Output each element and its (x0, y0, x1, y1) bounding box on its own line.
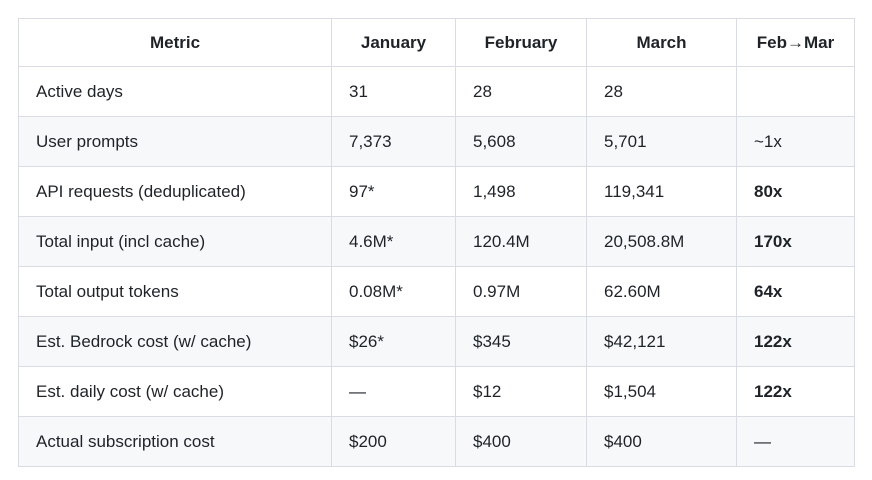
value-cell: 28 (586, 66, 737, 117)
value-cell: 122x (736, 366, 855, 417)
value-cell: 62.60M (586, 266, 737, 317)
value-cell: 80x (736, 166, 855, 217)
value-cell: 5,701 (586, 116, 737, 167)
header-row: Metric January February March Feb→Mar (18, 18, 855, 67)
metric-cell: Active days (18, 66, 332, 117)
value-cell: $400 (455, 416, 587, 467)
value-cell: $1,504 (586, 366, 737, 417)
table-row: User prompts 7,373 5,608 5,701 ~1x (18, 116, 855, 167)
value-cell: $345 (455, 316, 587, 367)
metric-cell: User prompts (18, 116, 332, 167)
metrics-table-container: Metric January February March Feb→Mar Ac… (18, 18, 855, 467)
value-cell: 170x (736, 216, 855, 267)
value-cell: 20,508.8M (586, 216, 737, 267)
table-row: Total input (incl cache) 4.6M* 120.4M 20,50… (18, 216, 855, 267)
value-cell: ~1x (736, 116, 855, 167)
table-header: Metric January February March Feb→Mar (18, 18, 855, 67)
table-row: Est. daily cost (w/ cache) — $12 $1,504 122x (18, 366, 855, 417)
value-cell: 31 (331, 66, 456, 117)
column-header-january: January (331, 18, 456, 67)
metric-cell: Est. Bedrock cost (w/ cache) (18, 316, 332, 367)
table-row: API requests (deduplicated) 97* 1,498 119,3… (18, 166, 855, 217)
column-header-february: February (455, 18, 587, 67)
value-cell: 97* (331, 166, 456, 217)
value-cell: $42,121 (586, 316, 737, 367)
metric-cell: Actual subscription cost (18, 416, 332, 467)
column-header-metric: Metric (18, 18, 332, 67)
metric-cell: Est. daily cost (w/ cache) (18, 366, 332, 417)
value-cell: $200 (331, 416, 456, 467)
value-cell: 4.6M* (331, 216, 456, 267)
value-cell: 122x (736, 316, 855, 367)
table-row: Est. Bedrock cost (w/ cache) $26* $345 $42,… (18, 316, 855, 367)
table-row: Total output tokens 0.08M* 0.97M 62.60M 64x (18, 266, 855, 317)
value-cell: 0.08M* (331, 266, 456, 317)
table-row: Actual subscription cost $200 $400 $400— (18, 416, 855, 467)
value-cell: 0.97M (455, 266, 587, 317)
value-cell: 5,608 (455, 116, 587, 167)
metric-cell: Total output tokens (18, 266, 332, 317)
value-cell: — (331, 366, 456, 417)
value-cell: 120.4M (455, 216, 587, 267)
metric-cell: Total input (incl cache) (18, 216, 332, 267)
value-cell: $400 (586, 416, 737, 467)
value-cell: — (736, 416, 855, 467)
value-cell (736, 66, 855, 117)
value-cell: 7,373 (331, 116, 456, 167)
column-header-feb-mar: Feb→Mar (736, 18, 855, 67)
table-row: Active days 31 28 28 (18, 66, 855, 117)
value-cell: 1,498 (455, 166, 587, 217)
column-header-march: March (586, 18, 737, 67)
value-cell: $12 (455, 366, 587, 417)
value-cell: 28 (455, 66, 587, 117)
value-cell: 64x (736, 266, 855, 317)
metric-cell: API requests (deduplicated) (18, 166, 332, 217)
value-cell: 119,341 (586, 166, 737, 217)
table-body: Active days 31 28 28 User prompts 7,373 5,608 5… (18, 66, 855, 467)
metrics-table: Metric January February March Feb→Mar Ac… (18, 18, 855, 467)
value-cell: $26* (331, 316, 456, 367)
